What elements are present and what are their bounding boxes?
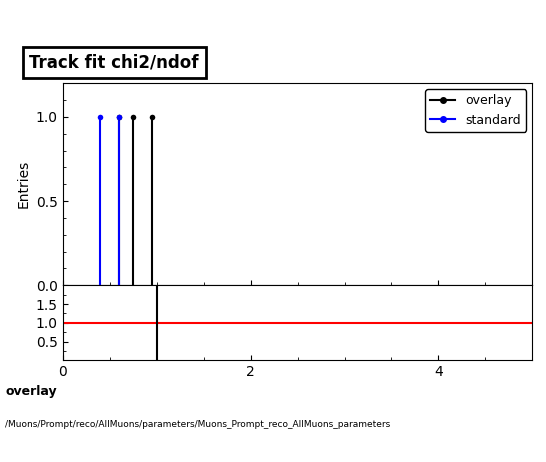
Text: overlay: overlay	[5, 385, 57, 398]
Legend: overlay, standard: overlay, standard	[425, 90, 526, 132]
Y-axis label: Entries: Entries	[16, 160, 31, 208]
Text: Track fit chi2/ndof: Track fit chi2/ndof	[29, 54, 199, 71]
Text: /Muons/Prompt/reco/AllMuons/parameters/Muons_Prompt_reco_AllMuons_parameters: /Muons/Prompt/reco/AllMuons/parameters/M…	[5, 420, 391, 429]
